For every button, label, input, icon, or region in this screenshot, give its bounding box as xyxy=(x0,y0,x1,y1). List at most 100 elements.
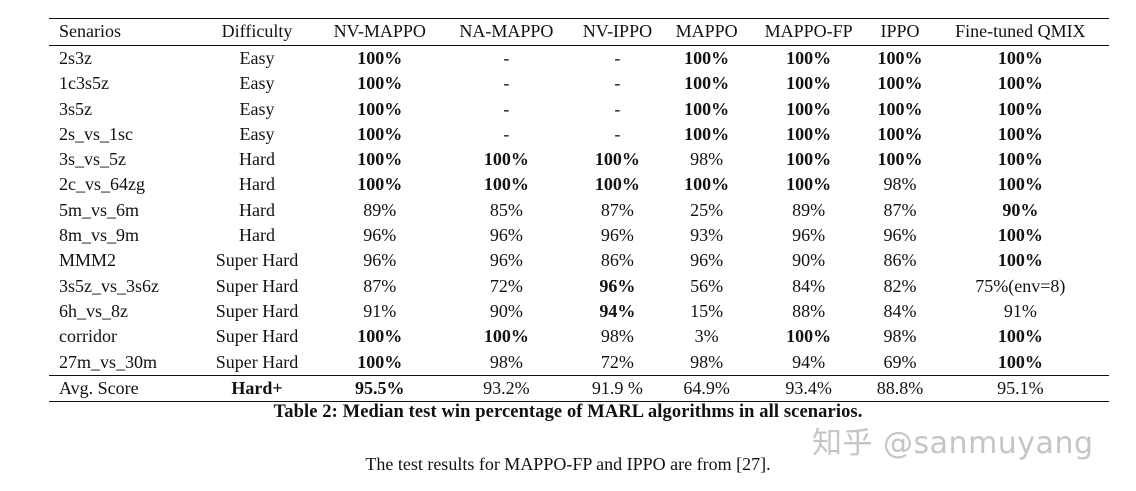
score-cell: 87% xyxy=(883,199,917,220)
difficulty-cell: Super Hard xyxy=(215,300,299,321)
column-header: MAPPO xyxy=(675,21,738,42)
score-cell: 94% xyxy=(599,300,636,321)
table-body: 2s3z Easy 100% - - 100% 100% 100% 100% 1c3s5z Easy… xyxy=(49,46,1109,402)
score-cell: 93% xyxy=(690,225,724,246)
column-header: IPPO xyxy=(880,21,920,42)
score-cell: 100% xyxy=(786,123,832,144)
difficulty-cell: Hard xyxy=(239,149,275,170)
scenario-cell: 8m_vs_9m xyxy=(59,225,140,246)
score-cell: - xyxy=(614,73,621,94)
score-cell: 64.9% xyxy=(683,377,730,398)
difficulty-cell: Hard xyxy=(239,199,275,220)
score-cell: - xyxy=(614,48,621,68)
score-cell: 95.1% xyxy=(997,377,1044,398)
score-cell: 100% xyxy=(357,174,403,195)
score-cell: 100% xyxy=(357,98,403,119)
column-header: NV-IPPO xyxy=(582,21,653,42)
score-cell: 98% xyxy=(883,326,917,347)
score-cell: 100% xyxy=(997,351,1043,372)
score-cell: 100% xyxy=(786,73,832,94)
table-header-row: Senarios Difficulty NV-MAPPO NA-MAPPO NV-IPP… xyxy=(49,18,1109,46)
table-row: 5m_vs_6m Hard 89% 85% 87% 25% 89% 87% 90% xyxy=(49,198,1109,223)
score-cell: 98% xyxy=(690,351,724,372)
table-row: 1c3s5z Easy 100% - - 100% 100% 100% 100% xyxy=(49,71,1109,96)
score-cell: 100% xyxy=(997,48,1043,68)
score-cell: 88.8% xyxy=(876,377,924,398)
score-cell: 100% xyxy=(684,73,730,94)
score-cell: 88% xyxy=(792,300,826,321)
scenario-cell: 3s5z xyxy=(59,98,92,119)
score-cell: 96% xyxy=(600,225,634,246)
score-cell: 100% xyxy=(997,174,1043,195)
table-row: 6h_vs_8z Super Hard 91% 90% 94% 15% 88% 84% 91% xyxy=(49,299,1109,324)
score-cell: 96% xyxy=(363,250,397,271)
scenario-cell: 1c3s5z xyxy=(59,73,109,94)
score-cell: 82% xyxy=(883,275,917,296)
column-header: Senarios xyxy=(59,21,121,42)
score-cell: 95.5% xyxy=(355,377,405,398)
score-cell: 25% xyxy=(690,199,724,220)
score-cell: 89% xyxy=(792,199,826,220)
score-cell: 100% xyxy=(997,250,1043,271)
score-cell: 100% xyxy=(357,326,403,347)
score-cell: 96% xyxy=(883,225,917,246)
score-cell: 100% xyxy=(483,174,529,195)
table-footnote: The test results for MAPPO-FP and IPPO a… xyxy=(365,454,771,474)
score-cell: 84% xyxy=(883,300,917,321)
score-cell: 98% xyxy=(883,174,917,195)
score-cell: 72% xyxy=(600,351,634,372)
score-cell: 69% xyxy=(883,351,917,372)
score-cell: 91% xyxy=(1003,300,1037,321)
score-cell: 100% xyxy=(357,351,403,372)
score-cell: 90% xyxy=(1002,199,1039,220)
scenario-cell: Avg. Score xyxy=(59,377,139,398)
difficulty-cell: Hard xyxy=(239,174,275,195)
difficulty-cell: Easy xyxy=(239,98,275,119)
column-header: NA-MAPPO xyxy=(459,21,554,42)
column-header: MAPPO-FP xyxy=(764,21,853,42)
scenario-cell: MMM2 xyxy=(59,250,117,271)
scenario-cell: 2s3z xyxy=(59,48,92,68)
score-cell: 100% xyxy=(997,225,1043,246)
table-row: 2s_vs_1sc Easy 100% - - 100% 100% 100% 100% xyxy=(49,122,1109,147)
score-cell: 96% xyxy=(489,250,523,271)
score-cell: 96% xyxy=(690,250,724,271)
watermark: 知乎 @sanmuyang xyxy=(812,426,1094,461)
table-row: 2c_vs_64zg Hard 100% 100% 100% 100% 100% 98% 100… xyxy=(49,172,1109,197)
score-cell: 90% xyxy=(792,250,826,271)
results-table-container: Senarios Difficulty NV-MAPPO NA-MAPPO NV-IPP… xyxy=(49,18,1109,402)
table-row: 3s5z_vs_3s6z Super Hard 87% 72% 96% 56% 84% 82%… xyxy=(49,274,1109,299)
table-caption: Table 2: Median test win percentage of M… xyxy=(273,402,863,422)
score-cell: 100% xyxy=(997,149,1043,170)
score-cell: 15% xyxy=(690,300,724,321)
score-cell: - xyxy=(503,73,510,94)
score-cell: 85% xyxy=(489,199,523,220)
score-cell: 56% xyxy=(690,275,724,296)
score-cell: 96% xyxy=(489,225,523,246)
score-cell: 98% xyxy=(489,351,523,372)
table-row: 3s5z Easy 100% - - 100% 100% 100% 100% xyxy=(49,97,1109,122)
score-cell: 90% xyxy=(489,300,523,321)
table-row: 2s3z Easy 100% - - 100% 100% 100% 100% xyxy=(49,46,1109,72)
score-cell: 100% xyxy=(877,48,923,68)
column-header: NV-MAPPO xyxy=(333,21,426,42)
score-cell: 93.4% xyxy=(785,377,832,398)
score-cell: 3% xyxy=(694,326,719,347)
score-cell: 100% xyxy=(684,48,730,68)
score-cell: 96% xyxy=(363,225,397,246)
difficulty-cell: Hard+ xyxy=(231,377,283,398)
score-cell: 100% xyxy=(997,98,1043,119)
score-cell: 75%(env=8) xyxy=(975,275,1066,296)
score-cell: - xyxy=(614,98,621,119)
difficulty-cell: Super Hard xyxy=(215,351,299,372)
score-cell: 98% xyxy=(690,149,724,170)
score-cell: - xyxy=(503,123,510,144)
score-cell: 89% xyxy=(363,199,397,220)
difficulty-cell: Super Hard xyxy=(215,326,299,347)
score-cell: 100% xyxy=(786,48,832,68)
score-cell: 100% xyxy=(786,149,832,170)
score-cell: 100% xyxy=(877,73,923,94)
score-cell: 94% xyxy=(792,351,826,372)
score-cell: 100% xyxy=(483,326,529,347)
score-cell: 100% xyxy=(594,174,640,195)
